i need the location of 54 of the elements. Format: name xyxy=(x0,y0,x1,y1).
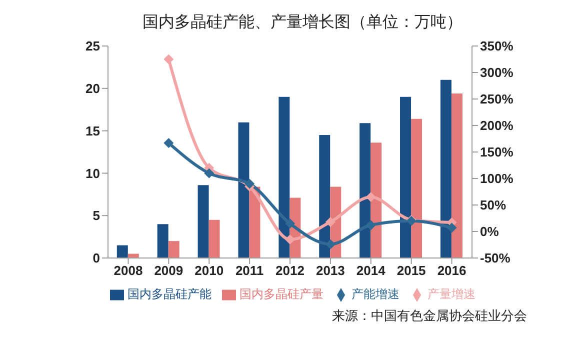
x-tick-label: 2013 xyxy=(316,263,345,278)
bar xyxy=(157,224,168,258)
y-tick-label: 25 xyxy=(86,38,100,54)
y2-tick-label: 50% xyxy=(480,198,506,213)
x-tick-label: 2016 xyxy=(437,263,466,278)
y2-tick-label: 0% xyxy=(480,224,500,240)
point xyxy=(164,54,174,64)
y2-tick-label: 350% xyxy=(480,38,514,54)
legend-label: 产量增速 xyxy=(428,287,476,301)
bar xyxy=(198,185,209,258)
legend-label: 国内多晶硅产量 xyxy=(240,287,324,301)
bar xyxy=(440,80,452,258)
x-tick-label: 2009 xyxy=(154,263,184,278)
bar xyxy=(370,142,382,258)
bar xyxy=(319,135,330,258)
chart-title: 国内多晶硅产能、产量增长图（单位：万吨） xyxy=(142,12,464,33)
point xyxy=(366,220,376,230)
point xyxy=(446,222,457,233)
y2-tick-label: 300% xyxy=(480,65,514,80)
bar xyxy=(400,96,412,258)
point xyxy=(244,178,255,189)
x-tick-label: 2008 xyxy=(114,263,143,278)
y2-tick-label: 250% xyxy=(480,92,514,107)
bar xyxy=(238,122,250,258)
bar xyxy=(360,123,371,258)
y-tick-label: 0 xyxy=(92,250,100,266)
y2-tick-label: 150% xyxy=(480,144,514,160)
point xyxy=(285,234,295,244)
y-tick-label: 15 xyxy=(86,123,100,138)
x-tick-label: 2011 xyxy=(235,263,264,278)
x-tick-label: 2012 xyxy=(276,263,304,278)
y2-tick-label: 100% xyxy=(480,171,514,186)
x-tick-label: 2014 xyxy=(356,263,386,278)
y2-tick-label: -50% xyxy=(480,250,511,266)
point xyxy=(285,218,295,229)
x-tick-label: 2010 xyxy=(194,263,224,278)
point xyxy=(164,138,174,148)
bar xyxy=(451,93,462,258)
point xyxy=(366,192,376,202)
bar xyxy=(168,241,180,258)
bar xyxy=(208,220,220,258)
x-tick-label: 2015 xyxy=(396,263,426,278)
source-note: 来源：中国有色金属协会硅业分会 xyxy=(331,307,528,325)
y-tick-label: 10 xyxy=(86,166,100,181)
point xyxy=(204,168,214,178)
y2-tick-label: 200% xyxy=(480,118,514,134)
bar xyxy=(278,96,290,258)
legend-label: 国内多晶硅产能 xyxy=(128,287,212,301)
bar xyxy=(116,245,128,258)
point xyxy=(325,216,336,227)
legend-label: 产能增速 xyxy=(352,287,400,301)
y-tick-label: 5 xyxy=(92,208,100,224)
y-tick-label: 20 xyxy=(86,81,100,96)
bar xyxy=(411,118,422,258)
